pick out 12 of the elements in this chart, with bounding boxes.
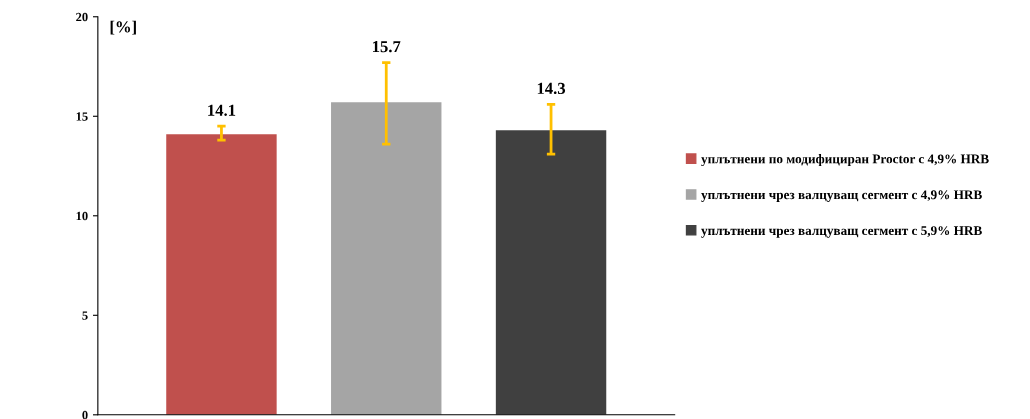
y-tick-label: 20 [76,12,88,22]
y-tick-label: 15 [76,112,88,121]
y-tick-label: 5 [82,311,88,320]
legend-label: уплътнени чрез валцуващ сегмент с 5,9% HRB [701,226,982,238]
y-axis-title: [%] [110,20,136,35]
y-tick-label: 0 [82,410,88,419]
y-tick-label: 10 [76,211,88,221]
legend-label: уплътнени чрез валцуващ сегмент с 4,9% HRB [701,190,982,202]
legend-label: уплътнени по модифициран Proctor с 4,9% HRB [701,154,989,167]
data-label: 14.1 [208,104,236,116]
data-label: 15.7 [373,41,401,53]
data-label: 14.3 [537,82,566,95]
